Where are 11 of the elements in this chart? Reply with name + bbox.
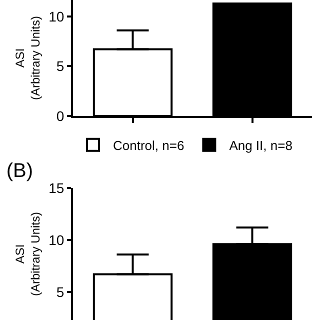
legend-label: Ang II, n=8	[229, 138, 292, 153]
y-tick-label: 0	[56, 108, 64, 124]
y-tick-label: 5	[56, 58, 64, 74]
y-tick-label: 5	[56, 284, 64, 300]
y-tick-label: 10	[48, 8, 64, 24]
chart-title: (B)	[6, 160, 34, 182]
y-axis-title: ASI (Arbitrary Units)	[12, 212, 42, 296]
legend-label: Control, n=6	[113, 138, 184, 153]
y-tick-label: 15	[48, 180, 64, 196]
y-axis-title: ASI (Arbitrary Units)	[12, 16, 42, 100]
y-tick-label: 10	[48, 232, 64, 248]
